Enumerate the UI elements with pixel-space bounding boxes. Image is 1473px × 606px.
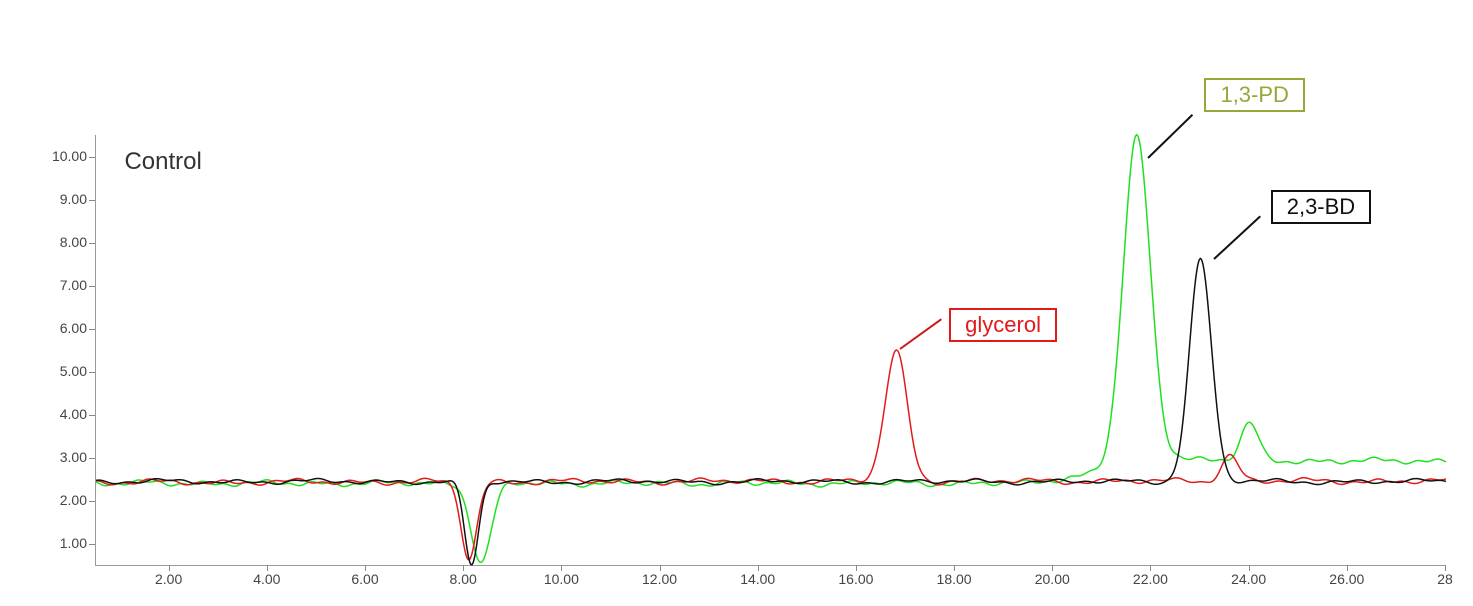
y-tick-label: 8.00 bbox=[43, 234, 87, 250]
y-tick-mark bbox=[89, 544, 95, 545]
x-tick-mark bbox=[1445, 565, 1446, 571]
y-tick-label: 5.00 bbox=[43, 363, 87, 379]
x-tick-mark bbox=[1052, 565, 1053, 571]
x-tick-mark bbox=[856, 565, 857, 571]
x-tick-mark bbox=[1249, 565, 1250, 571]
y-tick-mark bbox=[89, 501, 95, 502]
x-tick-mark bbox=[169, 565, 170, 571]
y-tick-mark bbox=[89, 372, 95, 373]
x-tick-label: 28 bbox=[1421, 571, 1469, 587]
x-tick-label: 20.00 bbox=[1028, 571, 1076, 587]
y-tick-label: 10.00 bbox=[43, 148, 87, 164]
x-tick-mark bbox=[1150, 565, 1151, 571]
x-tick-label: 18.00 bbox=[930, 571, 978, 587]
y-tick-label: 2.00 bbox=[43, 492, 87, 508]
annotation-glycerol-box: glycerol bbox=[949, 308, 1057, 342]
y-tick-mark bbox=[89, 243, 95, 244]
x-tick-mark bbox=[954, 565, 955, 571]
x-tick-label: 12.00 bbox=[636, 571, 684, 587]
annotation-23bd-box: 2,3-BD bbox=[1271, 190, 1371, 224]
y-tick-mark bbox=[89, 415, 95, 416]
x-tick-mark bbox=[463, 565, 464, 571]
x-tick-mark bbox=[561, 565, 562, 571]
x-tick-mark bbox=[660, 565, 661, 571]
trace-glycerol bbox=[96, 350, 1446, 560]
y-tick-mark bbox=[89, 200, 95, 201]
x-tick-label: 26.00 bbox=[1323, 571, 1371, 587]
x-tick-mark bbox=[758, 565, 759, 571]
y-tick-label: 3.00 bbox=[43, 449, 87, 465]
trace-13pd bbox=[96, 135, 1446, 563]
x-tick-mark bbox=[267, 565, 268, 571]
x-tick-mark bbox=[1347, 565, 1348, 571]
plot-area bbox=[95, 135, 1446, 566]
x-tick-label: 16.00 bbox=[832, 571, 880, 587]
y-tick-label: 1.00 bbox=[43, 535, 87, 551]
chromatogram-traces bbox=[96, 135, 1446, 565]
x-tick-label: 22.00 bbox=[1126, 571, 1174, 587]
y-tick-label: 4.00 bbox=[43, 406, 87, 422]
y-tick-label: 9.00 bbox=[43, 191, 87, 207]
x-tick-label: 10.00 bbox=[537, 571, 585, 587]
chart-canvas: Control 1.00 2.00 3.00 4.00 5.00 6.00 7.00 8.00… bbox=[0, 0, 1473, 606]
x-tick-label: 2.00 bbox=[145, 571, 193, 587]
x-tick-label: 24.00 bbox=[1225, 571, 1273, 587]
x-tick-label: 4.00 bbox=[243, 571, 291, 587]
y-tick-label: 7.00 bbox=[43, 277, 87, 293]
x-tick-mark bbox=[365, 565, 366, 571]
trace-23bd bbox=[96, 259, 1446, 565]
y-tick-mark bbox=[89, 157, 95, 158]
x-tick-label: 14.00 bbox=[734, 571, 782, 587]
y-tick-mark bbox=[89, 286, 95, 287]
x-tick-label: 6.00 bbox=[341, 571, 389, 587]
y-tick-mark bbox=[89, 329, 95, 330]
y-tick-label: 6.00 bbox=[43, 320, 87, 336]
plot-inner-title: Control bbox=[124, 148, 201, 176]
annotation-13pd-box: 1,3-PD bbox=[1204, 78, 1304, 112]
x-tick-label: 8.00 bbox=[439, 571, 487, 587]
y-tick-mark bbox=[89, 458, 95, 459]
